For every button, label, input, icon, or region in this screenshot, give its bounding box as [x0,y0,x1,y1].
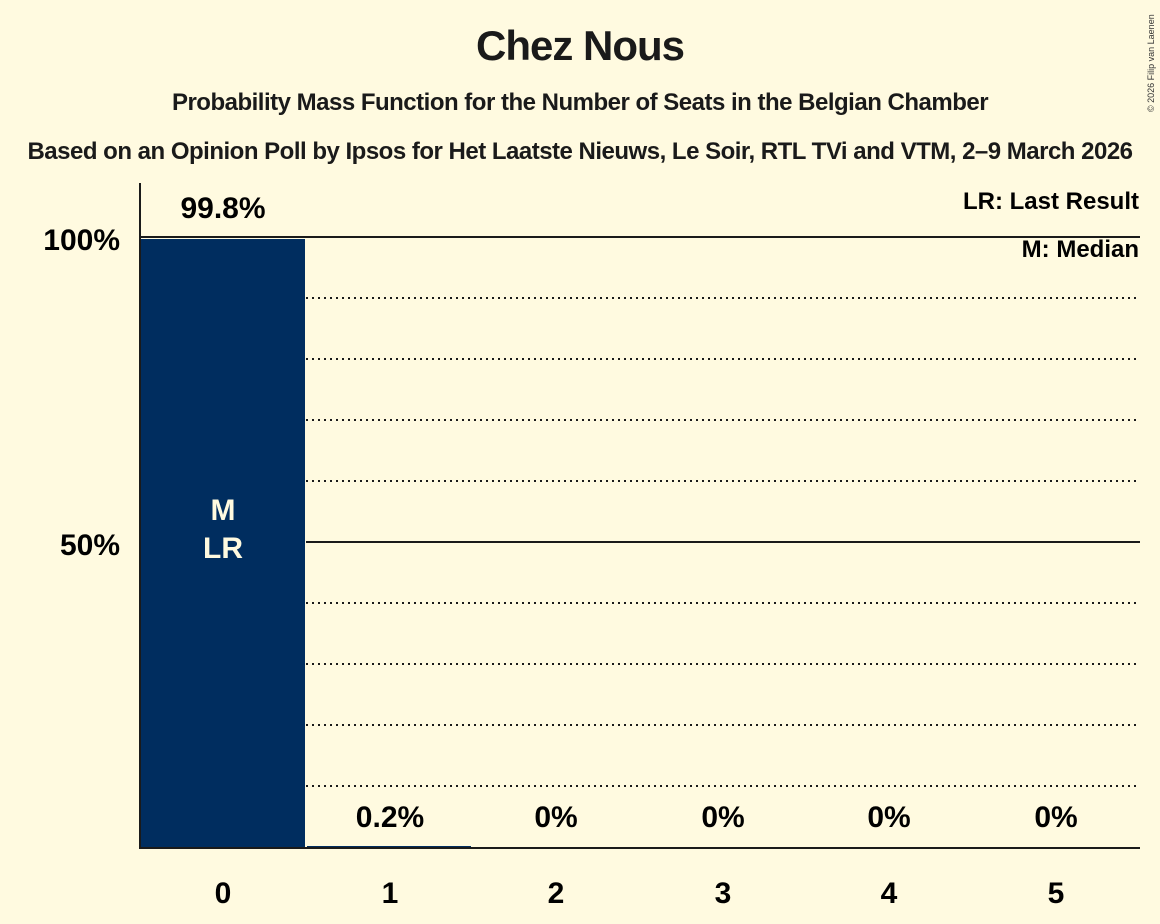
chart-title: Chez Nous [475,22,685,69]
legend-bg-2 [1000,239,1140,265]
last-result-marker: LR [203,532,243,565]
value-label-5: 0% [1034,801,1077,834]
value-label-0: 99.8% [180,192,265,225]
legend-last-result: LR: Last Result [963,188,1139,215]
value-label-1: 0.2% [356,801,424,834]
chart-source: Based on an Opinion Poll by Ipsos for He… [27,138,1133,165]
minor-gridlines [306,297,1140,787]
legend-median: M: Median [1022,236,1139,263]
chart-source-wrap: Based on an Opinion Poll by Ipsos for He… [0,138,1160,174]
x-tick-3: 3 [715,877,732,910]
value-label-2: 0% [534,801,577,834]
y-tick-100: 100% [43,224,120,257]
y-tick-50: 50% [60,529,120,562]
value-label-3: 0% [701,801,744,834]
major-gridlines [140,236,1140,543]
bar-1-seat [307,846,471,847]
chart-subtitle: Probability Mass Function for the Number… [171,89,989,116]
x-tick-1: 1 [382,877,399,910]
x-tick-5: 5 [1048,877,1065,910]
median-marker: M [211,494,236,527]
value-label-4: 0% [867,801,910,834]
x-tick-4: 4 [881,877,898,910]
bar-0-seats [141,239,305,847]
x-tick-2: 2 [548,877,565,910]
legend-bg [940,186,1140,216]
x-tick-0: 0 [215,877,232,910]
